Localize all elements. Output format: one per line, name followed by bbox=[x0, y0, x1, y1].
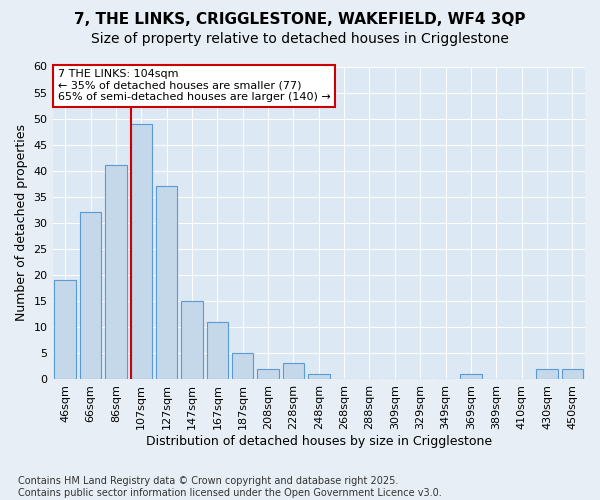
Bar bbox=[181, 301, 203, 379]
Bar bbox=[206, 322, 228, 379]
X-axis label: Distribution of detached houses by size in Crigglestone: Distribution of detached houses by size … bbox=[146, 434, 492, 448]
Y-axis label: Number of detached properties: Number of detached properties bbox=[15, 124, 28, 321]
Bar bbox=[308, 374, 329, 379]
Bar bbox=[131, 124, 152, 379]
Bar bbox=[460, 374, 482, 379]
Bar bbox=[55, 280, 76, 379]
Text: 7, THE LINKS, CRIGGLESTONE, WAKEFIELD, WF4 3QP: 7, THE LINKS, CRIGGLESTONE, WAKEFIELD, W… bbox=[74, 12, 526, 28]
Bar bbox=[562, 368, 583, 379]
Bar bbox=[257, 368, 279, 379]
Bar bbox=[156, 186, 178, 379]
Text: Contains HM Land Registry data © Crown copyright and database right 2025.
Contai: Contains HM Land Registry data © Crown c… bbox=[18, 476, 442, 498]
Bar bbox=[105, 166, 127, 379]
Bar bbox=[80, 212, 101, 379]
Bar bbox=[232, 353, 253, 379]
Bar bbox=[536, 368, 558, 379]
Bar bbox=[283, 364, 304, 379]
Text: Size of property relative to detached houses in Crigglestone: Size of property relative to detached ho… bbox=[91, 32, 509, 46]
Text: 7 THE LINKS: 104sqm
← 35% of detached houses are smaller (77)
65% of semi-detach: 7 THE LINKS: 104sqm ← 35% of detached ho… bbox=[58, 69, 331, 102]
